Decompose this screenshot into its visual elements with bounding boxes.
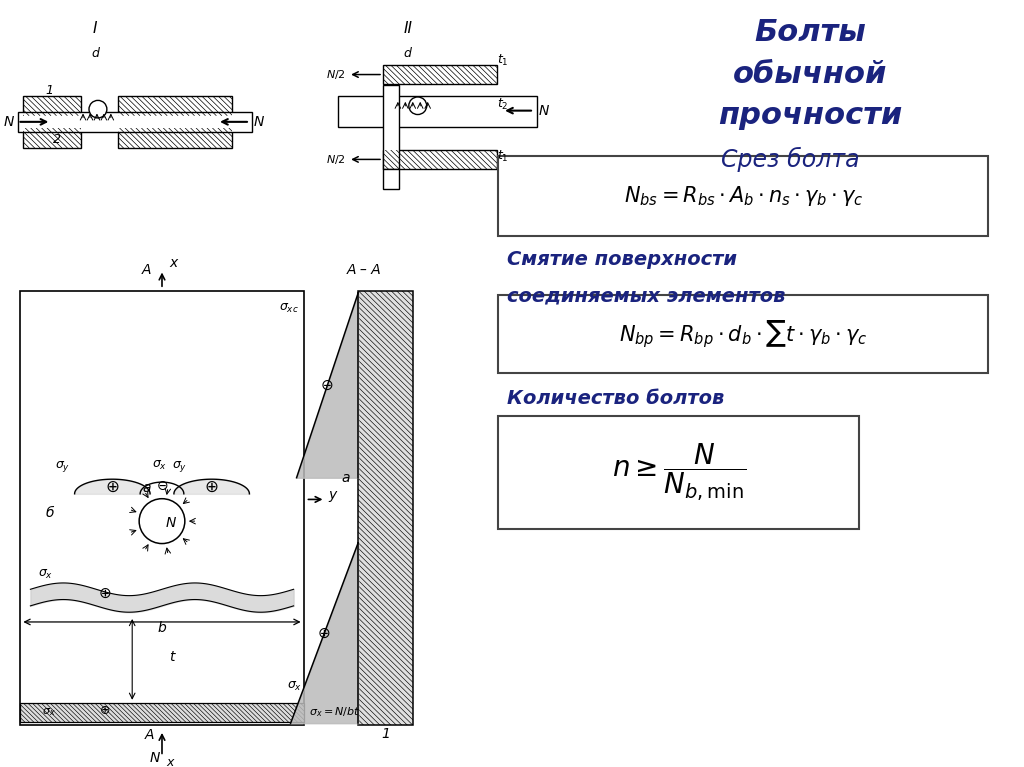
Text: $\ominus$: $\ominus$ bbox=[156, 479, 168, 493]
Bar bbox=[118, 96, 232, 116]
Text: $\oplus$: $\oplus$ bbox=[205, 478, 219, 495]
Bar bbox=[383, 85, 399, 170]
Bar bbox=[118, 128, 232, 148]
Text: $N/2$: $N/2$ bbox=[326, 153, 345, 166]
Bar bbox=[18, 112, 252, 132]
Text: $\oplus$: $\oplus$ bbox=[98, 586, 112, 601]
Bar bbox=[20, 703, 303, 723]
Text: N: N bbox=[254, 115, 264, 129]
Text: y: y bbox=[329, 489, 337, 502]
Bar bbox=[20, 291, 303, 725]
Text: $t_2$: $t_2$ bbox=[498, 97, 509, 112]
Text: 1: 1 bbox=[45, 84, 53, 97]
Text: A: A bbox=[142, 262, 152, 277]
Text: $\sigma_{xc}$: $\sigma_{xc}$ bbox=[279, 301, 298, 314]
Text: $\sigma_x$: $\sigma_x$ bbox=[287, 680, 302, 693]
Text: $\ominus$: $\ominus$ bbox=[319, 378, 333, 393]
Bar bbox=[383, 150, 498, 170]
Text: d: d bbox=[91, 47, 99, 60]
Text: $n \geq \dfrac{N}{N_{b,\mathrm{min}}}$: $n \geq \dfrac{N}{N_{b,\mathrm{min}}}$ bbox=[612, 442, 746, 503]
Text: $\sigma_y$: $\sigma_y$ bbox=[54, 459, 70, 473]
Text: Срез болта: Срез болта bbox=[721, 146, 859, 172]
Bar bbox=[20, 703, 303, 723]
Text: a: a bbox=[341, 471, 350, 485]
Text: $t_1$: $t_1$ bbox=[498, 148, 509, 163]
Bar bbox=[358, 291, 413, 725]
FancyBboxPatch shape bbox=[499, 156, 988, 236]
Text: x: x bbox=[169, 255, 177, 270]
Text: b: b bbox=[158, 621, 166, 635]
Text: $\oplus$: $\oplus$ bbox=[99, 704, 111, 717]
Text: $\oplus$: $\oplus$ bbox=[105, 478, 120, 495]
Text: $\oplus$: $\oplus$ bbox=[316, 626, 330, 640]
Bar bbox=[118, 96, 232, 116]
Text: t: t bbox=[169, 650, 175, 664]
Text: Количество болтов: Количество болтов bbox=[507, 389, 725, 408]
Text: Болты: Болты bbox=[754, 18, 866, 47]
Text: N: N bbox=[166, 516, 176, 530]
Text: N: N bbox=[151, 751, 161, 765]
Bar bbox=[358, 291, 413, 725]
Bar bbox=[20, 703, 303, 723]
Bar bbox=[338, 96, 537, 127]
Bar bbox=[358, 291, 413, 725]
Bar bbox=[24, 96, 81, 116]
Bar bbox=[24, 128, 81, 148]
Text: обычной: обычной bbox=[733, 60, 887, 89]
Circle shape bbox=[89, 100, 106, 118]
Circle shape bbox=[139, 499, 185, 544]
Text: II: II bbox=[403, 21, 413, 35]
Bar bbox=[24, 128, 81, 148]
Text: $N_{bp} = R_{bp} \cdot d_b \cdot \sum t \cdot \gamma_b \cdot \gamma_c$: $N_{bp} = R_{bp} \cdot d_b \cdot \sum t … bbox=[620, 318, 868, 350]
Bar bbox=[383, 150, 498, 170]
Text: 1: 1 bbox=[381, 727, 390, 741]
Circle shape bbox=[409, 97, 427, 114]
Text: d: d bbox=[403, 47, 412, 60]
Text: $N_{bs} = R_{bs} \cdot A_b \cdot n_s \cdot \gamma_b \cdot \gamma_c$: $N_{bs} = R_{bs} \cdot A_b \cdot n_s \cd… bbox=[624, 185, 863, 209]
Text: $\sigma_x$: $\sigma_x$ bbox=[42, 706, 56, 719]
FancyBboxPatch shape bbox=[499, 295, 988, 373]
Text: б: б bbox=[45, 506, 54, 520]
Bar bbox=[118, 128, 232, 148]
Text: A: A bbox=[145, 728, 155, 742]
Bar bbox=[383, 150, 498, 170]
Text: N: N bbox=[3, 115, 13, 129]
Text: 2: 2 bbox=[53, 133, 61, 146]
Text: $t_1$: $t_1$ bbox=[498, 53, 509, 68]
Bar bbox=[118, 96, 232, 116]
Text: x: x bbox=[166, 756, 173, 767]
Bar bbox=[118, 128, 232, 148]
Text: a: a bbox=[142, 481, 151, 495]
Text: $N/2$: $N/2$ bbox=[326, 68, 345, 81]
Text: N: N bbox=[539, 104, 549, 117]
Bar bbox=[383, 64, 498, 84]
Text: I: I bbox=[93, 21, 97, 35]
Text: прочности: прочности bbox=[718, 101, 902, 130]
Bar bbox=[383, 64, 498, 84]
Text: $\sigma_x$: $\sigma_x$ bbox=[38, 568, 53, 581]
Text: $\sigma_x$: $\sigma_x$ bbox=[153, 459, 168, 472]
FancyBboxPatch shape bbox=[499, 416, 859, 529]
Text: $\sigma_y$: $\sigma_y$ bbox=[172, 459, 187, 473]
Bar bbox=[383, 64, 498, 84]
Bar bbox=[24, 128, 81, 148]
Text: соединяемых элементов: соединяемых элементов bbox=[507, 286, 785, 305]
Text: Смятие поверхности: Смятие поверхности bbox=[507, 250, 737, 269]
Text: A – A: A – A bbox=[346, 262, 381, 277]
Text: $\sigma_x = N/bt$: $\sigma_x = N/bt$ bbox=[309, 706, 360, 719]
Bar bbox=[383, 170, 399, 189]
Bar bbox=[24, 96, 81, 116]
Bar bbox=[24, 96, 81, 116]
